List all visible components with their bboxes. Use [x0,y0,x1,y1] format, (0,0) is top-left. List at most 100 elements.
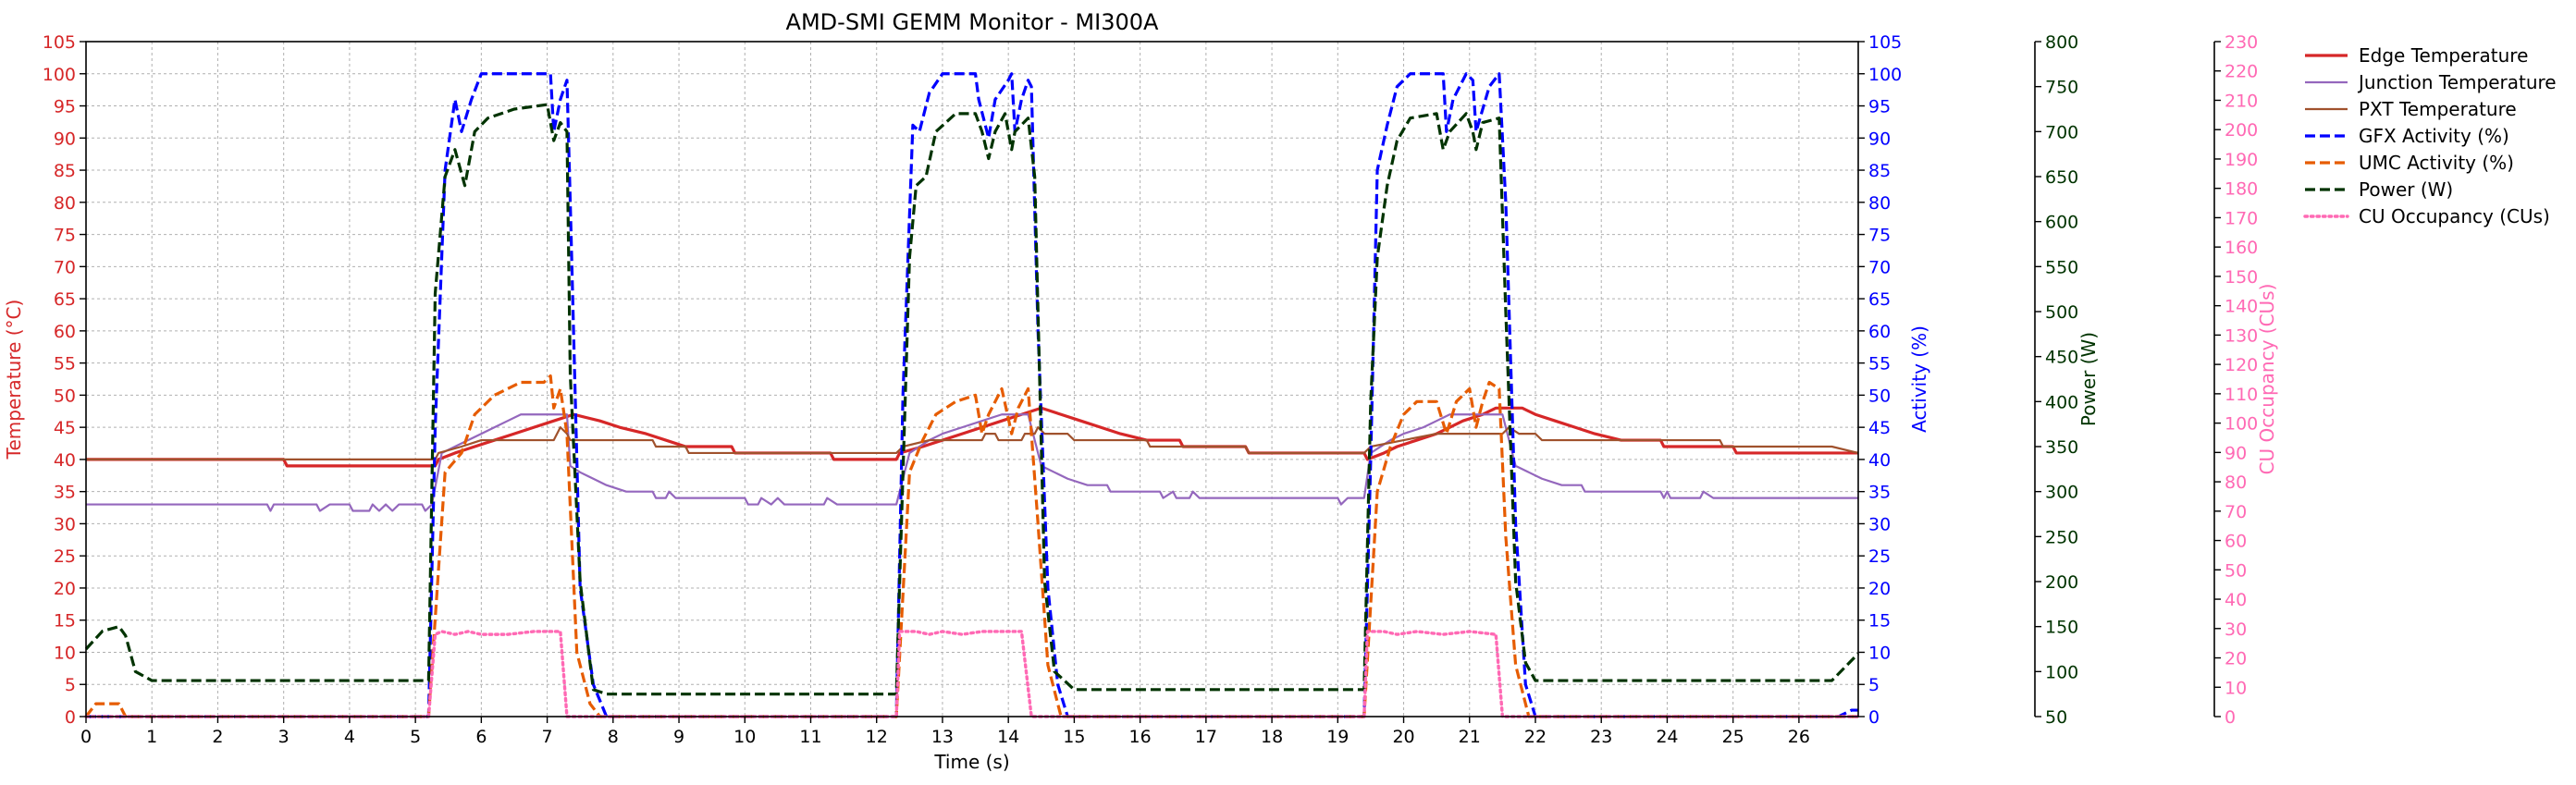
cu-tick-label: 160 [2225,238,2258,258]
activity-tick-label: 5 [1868,675,1880,695]
legend-label: CU Occupancy (CUs) [2359,205,2550,227]
temperature-tick-label: 80 [54,193,76,214]
power-tick-label: 450 [2045,348,2078,368]
power-tick-label: 550 [2045,257,2078,277]
cu-tick-label: 80 [2225,472,2247,493]
x-tick-label: 12 [866,727,888,747]
activity-axis-label: Activity (%) [1908,325,1930,433]
cu-tick-label: 20 [2225,649,2247,669]
legend-label: Junction Temperature [2357,71,2557,93]
temperature-axis-label: Temperature (°C) [3,300,25,460]
temperature-tick-label: 50 [54,386,76,406]
cu-tick-label: 30 [2225,619,2247,640]
x-tick-label: 1 [146,727,157,747]
cu-tick-label: 180 [2225,179,2258,200]
x-tick-label: 16 [1129,727,1152,747]
activity-tick-label: 30 [1868,514,1891,534]
temperature-tick-label: 60 [54,322,76,342]
temperature-tick-label: 90 [54,129,76,149]
cu-tick-label: 10 [2225,678,2247,698]
activity-tick-label: 70 [1868,257,1891,277]
series-line [86,72,1858,718]
activity-tick-label: 50 [1868,386,1891,406]
cu-axis-label: CU Occupancy (CUs) [2256,284,2278,475]
temperature-tick-label: 40 [54,450,76,471]
cu-tick-label: 230 [2225,32,2258,53]
legend-label: Power (W) [2359,178,2453,201]
series-lines [84,72,1860,718]
power-tick-label: 350 [2045,437,2078,458]
x-tick-label: 0 [80,727,92,747]
series-line [86,426,1859,460]
series-line [84,630,1860,718]
activity-tick-label: 95 [1868,97,1891,117]
power-tick-label: 800 [2045,32,2078,53]
temperature-tick-label: 10 [54,643,76,663]
temperature-tick-label: 100 [43,65,76,85]
temperature-tick-label: 65 [54,289,76,310]
x-tick-label: 21 [1459,727,1481,747]
cu-tick-label: 60 [2225,532,2247,552]
temperature-tick-label: 75 [54,226,76,246]
axes: 0 1 2 3 4 5 6 7 8 9 10 11 12 13 14 15 16 17 18 19 20 21 22 23 24… [3,32,2278,747]
x-tick-label: 19 [1326,727,1349,747]
temperature-tick-label: 105 [43,32,76,53]
power-tick-label: 500 [2045,302,2078,323]
power-tick-label: 700 [2045,122,2078,142]
plot-frame [85,41,1859,718]
temperature-tick-label: 20 [54,579,76,599]
cu-tick-label: 150 [2225,267,2258,288]
x-tick-label: 9 [673,727,684,747]
activity-tick-label: 65 [1868,289,1891,310]
cu-tick-label: 70 [2225,502,2247,522]
activity-tick-label: 15 [1868,611,1891,632]
activity-tick-label: 10 [1868,643,1891,663]
power-tick-label: 200 [2045,572,2078,593]
series-line [84,374,1858,718]
x-tick-label: 17 [1195,727,1217,747]
x-tick-label: 10 [733,727,756,747]
temperature-tick-label: 5 [65,675,76,695]
legend-label: PXT Temperature [2359,98,2517,120]
x-tick-label: 14 [997,727,1019,747]
cu-tick-label: 90 [2225,443,2247,463]
power-tick-label: 250 [2045,527,2078,547]
activity-tick-label: 60 [1868,322,1891,342]
power-tick-label: 400 [2045,392,2078,412]
x-tick-label: 4 [344,727,355,747]
cu-tick-label: 120 [2225,355,2258,375]
activity-tick-label: 80 [1868,193,1891,214]
x-tick-label: 6 [475,727,487,747]
x-tick-label: 25 [1722,727,1744,747]
cu-tick-label: 50 [2225,560,2247,581]
x-tick-label: 20 [1392,727,1414,747]
x-tick-label: 8 [608,727,619,747]
cu-tick-label: 110 [2225,385,2258,405]
activity-tick-label: 55 [1868,354,1891,374]
temperature-tick-label: 0 [65,707,76,728]
x-tick-label: 23 [1590,727,1612,747]
x-tick-label: 2 [212,727,223,747]
power-tick-label: 650 [2045,167,2078,188]
power-tick-label: 100 [2045,662,2078,682]
series-line [84,103,1860,696]
series-line [86,413,1858,512]
x-tick-label: 5 [410,727,421,747]
power-tick-label: 150 [2045,618,2078,638]
activity-tick-label: 75 [1868,226,1891,246]
series-line [86,406,1858,468]
chart-title: AMD-SMI GEMM Monitor - MI300A [786,9,1159,35]
activity-tick-label: 45 [1868,418,1891,438]
grid [85,41,1858,718]
x-tick-label: 13 [931,727,954,747]
cu-tick-label: 190 [2225,150,2258,170]
cu-tick-label: 170 [2225,208,2258,228]
power-axis-label: Power (W) [2077,332,2100,426]
cu-tick-label: 0 [2225,707,2236,728]
cu-tick-label: 130 [2225,325,2258,346]
x-tick-label: 18 [1261,727,1283,747]
activity-tick-label: 100 [1868,65,1902,85]
temperature-tick-label: 25 [54,546,76,567]
x-tick-label: 15 [1063,727,1085,747]
